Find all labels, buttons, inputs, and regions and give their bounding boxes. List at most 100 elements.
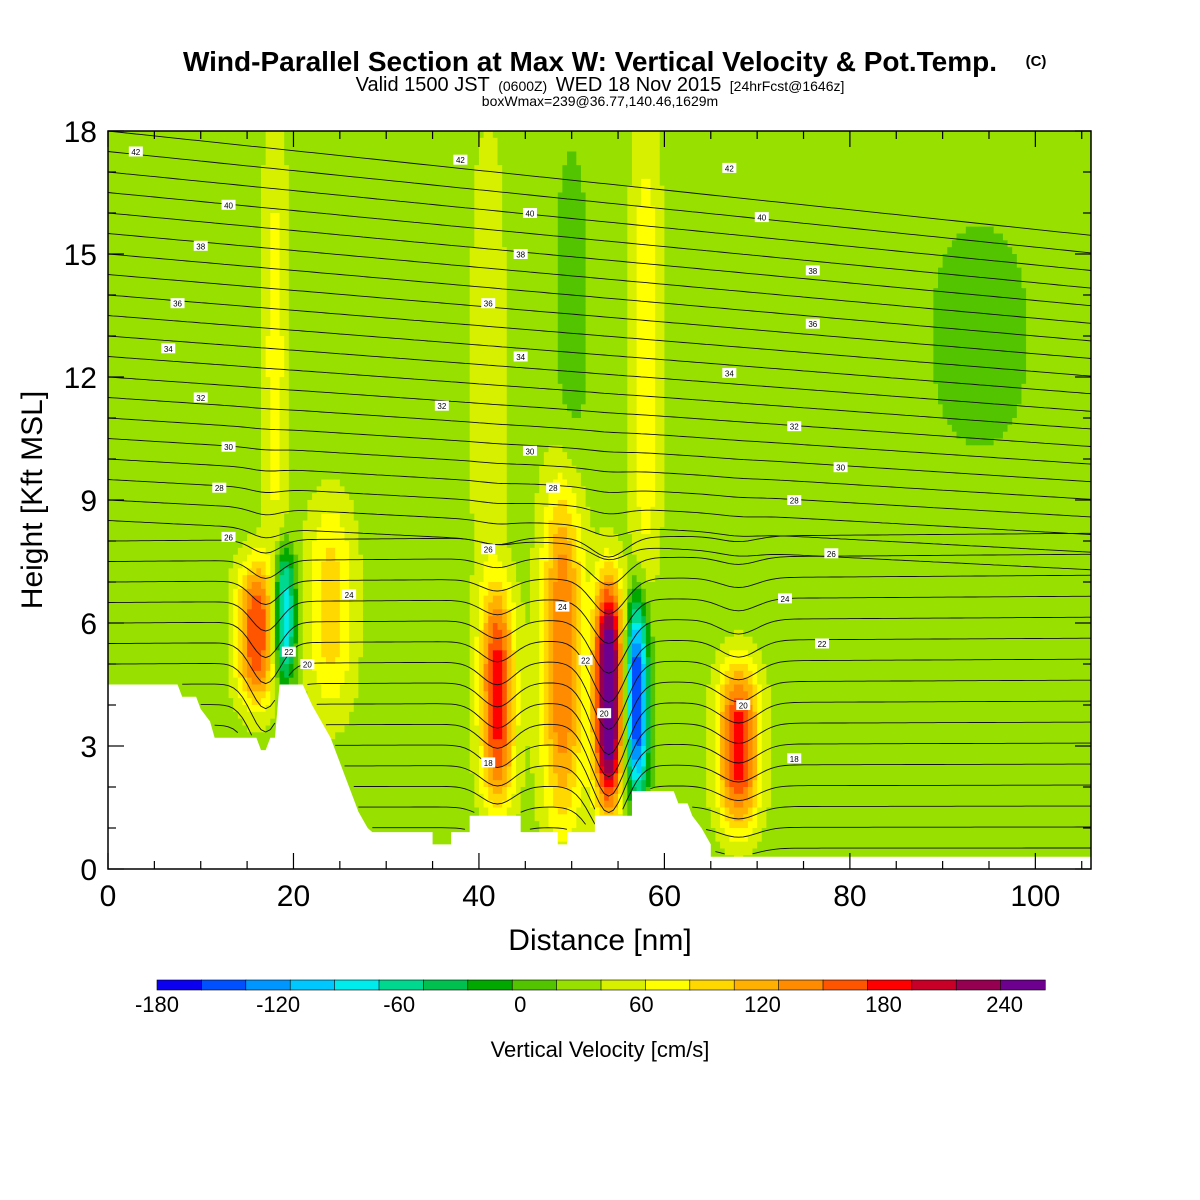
velocity-cell [951,260,958,269]
velocity-cell [766,158,772,166]
velocity-cell [650,219,656,228]
velocity-cell [1002,144,1009,153]
velocity-cell [353,247,359,255]
velocity-cell [720,247,726,255]
velocity-cell [200,260,206,269]
velocity-cell [455,247,461,255]
velocity-cell [1049,247,1055,255]
velocity-cell [186,206,193,214]
velocity-cell [701,192,707,200]
velocity-cell [529,260,536,269]
velocity-cell [905,185,911,194]
velocity-cell [659,240,666,248]
velocity-cell [349,267,355,276]
velocity-cell [293,233,299,241]
velocity-cell [682,267,689,276]
velocity-cell [1040,192,1046,200]
velocity-cell [701,199,707,207]
velocity-cell [1030,131,1036,139]
velocity-cell [529,137,536,146]
velocity-cell [924,199,930,207]
velocity-cell [951,151,958,159]
velocity-cell [812,192,819,200]
velocity-cell [353,178,359,187]
velocity-cell [172,137,179,146]
velocity-cell [900,151,907,159]
velocity-cell [655,281,661,289]
velocity-cell [812,281,819,289]
velocity-cell [571,199,577,207]
velocity-cell [372,206,378,214]
velocity-cell [910,240,916,248]
velocity-cell [882,219,888,228]
velocity-cell [172,192,179,200]
velocity-cell [126,274,132,282]
velocity-cell [1081,158,1087,166]
velocity-cell [372,178,378,187]
velocity-cell [108,199,114,207]
velocity-cell [325,131,332,139]
velocity-cell [135,247,142,255]
velocity-cell [446,131,452,139]
velocity-cell [1021,131,1027,139]
velocity-cell [506,144,512,153]
velocity-cell [696,158,703,166]
velocity-cell [1053,274,1060,282]
velocity-cell [951,165,958,173]
velocity-cell [812,274,819,282]
velocity-cell [427,192,434,200]
velocity-cell [223,274,230,282]
velocity-cell [636,178,642,187]
velocity-cell [710,240,717,248]
velocity-cell [692,185,698,194]
velocity-cell [1035,158,1041,166]
velocity-cell [386,192,392,200]
velocity-cell [771,185,777,194]
velocity-cell [645,219,652,228]
velocity-cell [414,254,420,262]
velocity-cell [376,165,383,173]
velocity-cell [1058,192,1064,200]
velocity-cell [511,172,517,180]
velocity-cell [214,172,220,180]
velocity-cell [265,267,271,276]
velocity-cell [673,233,679,241]
velocity-cell [358,137,364,146]
velocity-cell [896,178,902,187]
velocity-cell [1049,185,1055,194]
velocity-cell [900,185,907,194]
velocity-cell [975,199,981,207]
velocity-cell [784,233,791,241]
velocity-cell [993,233,999,241]
velocity-cell [873,192,879,200]
velocity-cell [372,158,378,166]
velocity-cell [910,178,916,187]
velocity-cell [1012,199,1018,207]
velocity-cell [478,226,485,235]
velocity-cell [325,199,332,207]
velocity-cell [196,131,202,139]
velocity-cell [511,213,517,221]
velocity-cell [998,206,1004,214]
velocity-cell [780,185,786,194]
velocity-cell [529,219,536,228]
velocity-cell [469,226,475,235]
velocity-cell [469,219,475,228]
velocity-cell [608,165,615,173]
velocity-cell [395,151,401,159]
velocity-cell [492,267,499,276]
velocity-cell [984,158,990,166]
velocity-cell [933,213,939,221]
velocity-cell [196,158,202,166]
velocity-cell [687,206,693,214]
velocity-cell [270,151,276,159]
velocity-cell [794,219,800,228]
velocity-cell [520,151,526,159]
velocity-cell [177,281,183,289]
velocity-cell [251,172,257,180]
velocity-cell [965,192,972,200]
velocity-cell [502,254,508,262]
velocity-cell [288,178,295,187]
velocity-cell [1063,144,1069,153]
velocity-cell [715,206,721,214]
